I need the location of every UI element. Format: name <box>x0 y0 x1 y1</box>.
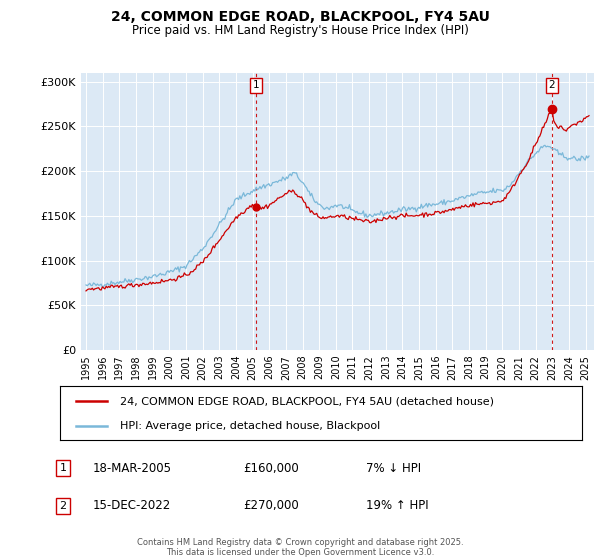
Text: 24, COMMON EDGE ROAD, BLACKPOOL, FY4 5AU (detached house): 24, COMMON EDGE ROAD, BLACKPOOL, FY4 5AU… <box>120 396 494 407</box>
Text: £160,000: £160,000 <box>243 461 299 475</box>
Text: Contains HM Land Registry data © Crown copyright and database right 2025.
This d: Contains HM Land Registry data © Crown c… <box>137 538 463 557</box>
Text: 18-MAR-2005: 18-MAR-2005 <box>93 461 172 475</box>
Text: 2: 2 <box>59 501 67 511</box>
Text: 7% ↓ HPI: 7% ↓ HPI <box>366 461 421 475</box>
Text: 15-DEC-2022: 15-DEC-2022 <box>93 499 171 512</box>
Text: Price paid vs. HM Land Registry's House Price Index (HPI): Price paid vs. HM Land Registry's House … <box>131 24 469 36</box>
Text: 1: 1 <box>59 463 67 473</box>
Text: 24, COMMON EDGE ROAD, BLACKPOOL, FY4 5AU: 24, COMMON EDGE ROAD, BLACKPOOL, FY4 5AU <box>110 10 490 24</box>
Text: 19% ↑ HPI: 19% ↑ HPI <box>366 499 428 512</box>
Text: 1: 1 <box>253 80 259 90</box>
Text: HPI: Average price, detached house, Blackpool: HPI: Average price, detached house, Blac… <box>120 421 380 431</box>
Text: 2: 2 <box>548 80 555 90</box>
Text: £270,000: £270,000 <box>243 499 299 512</box>
